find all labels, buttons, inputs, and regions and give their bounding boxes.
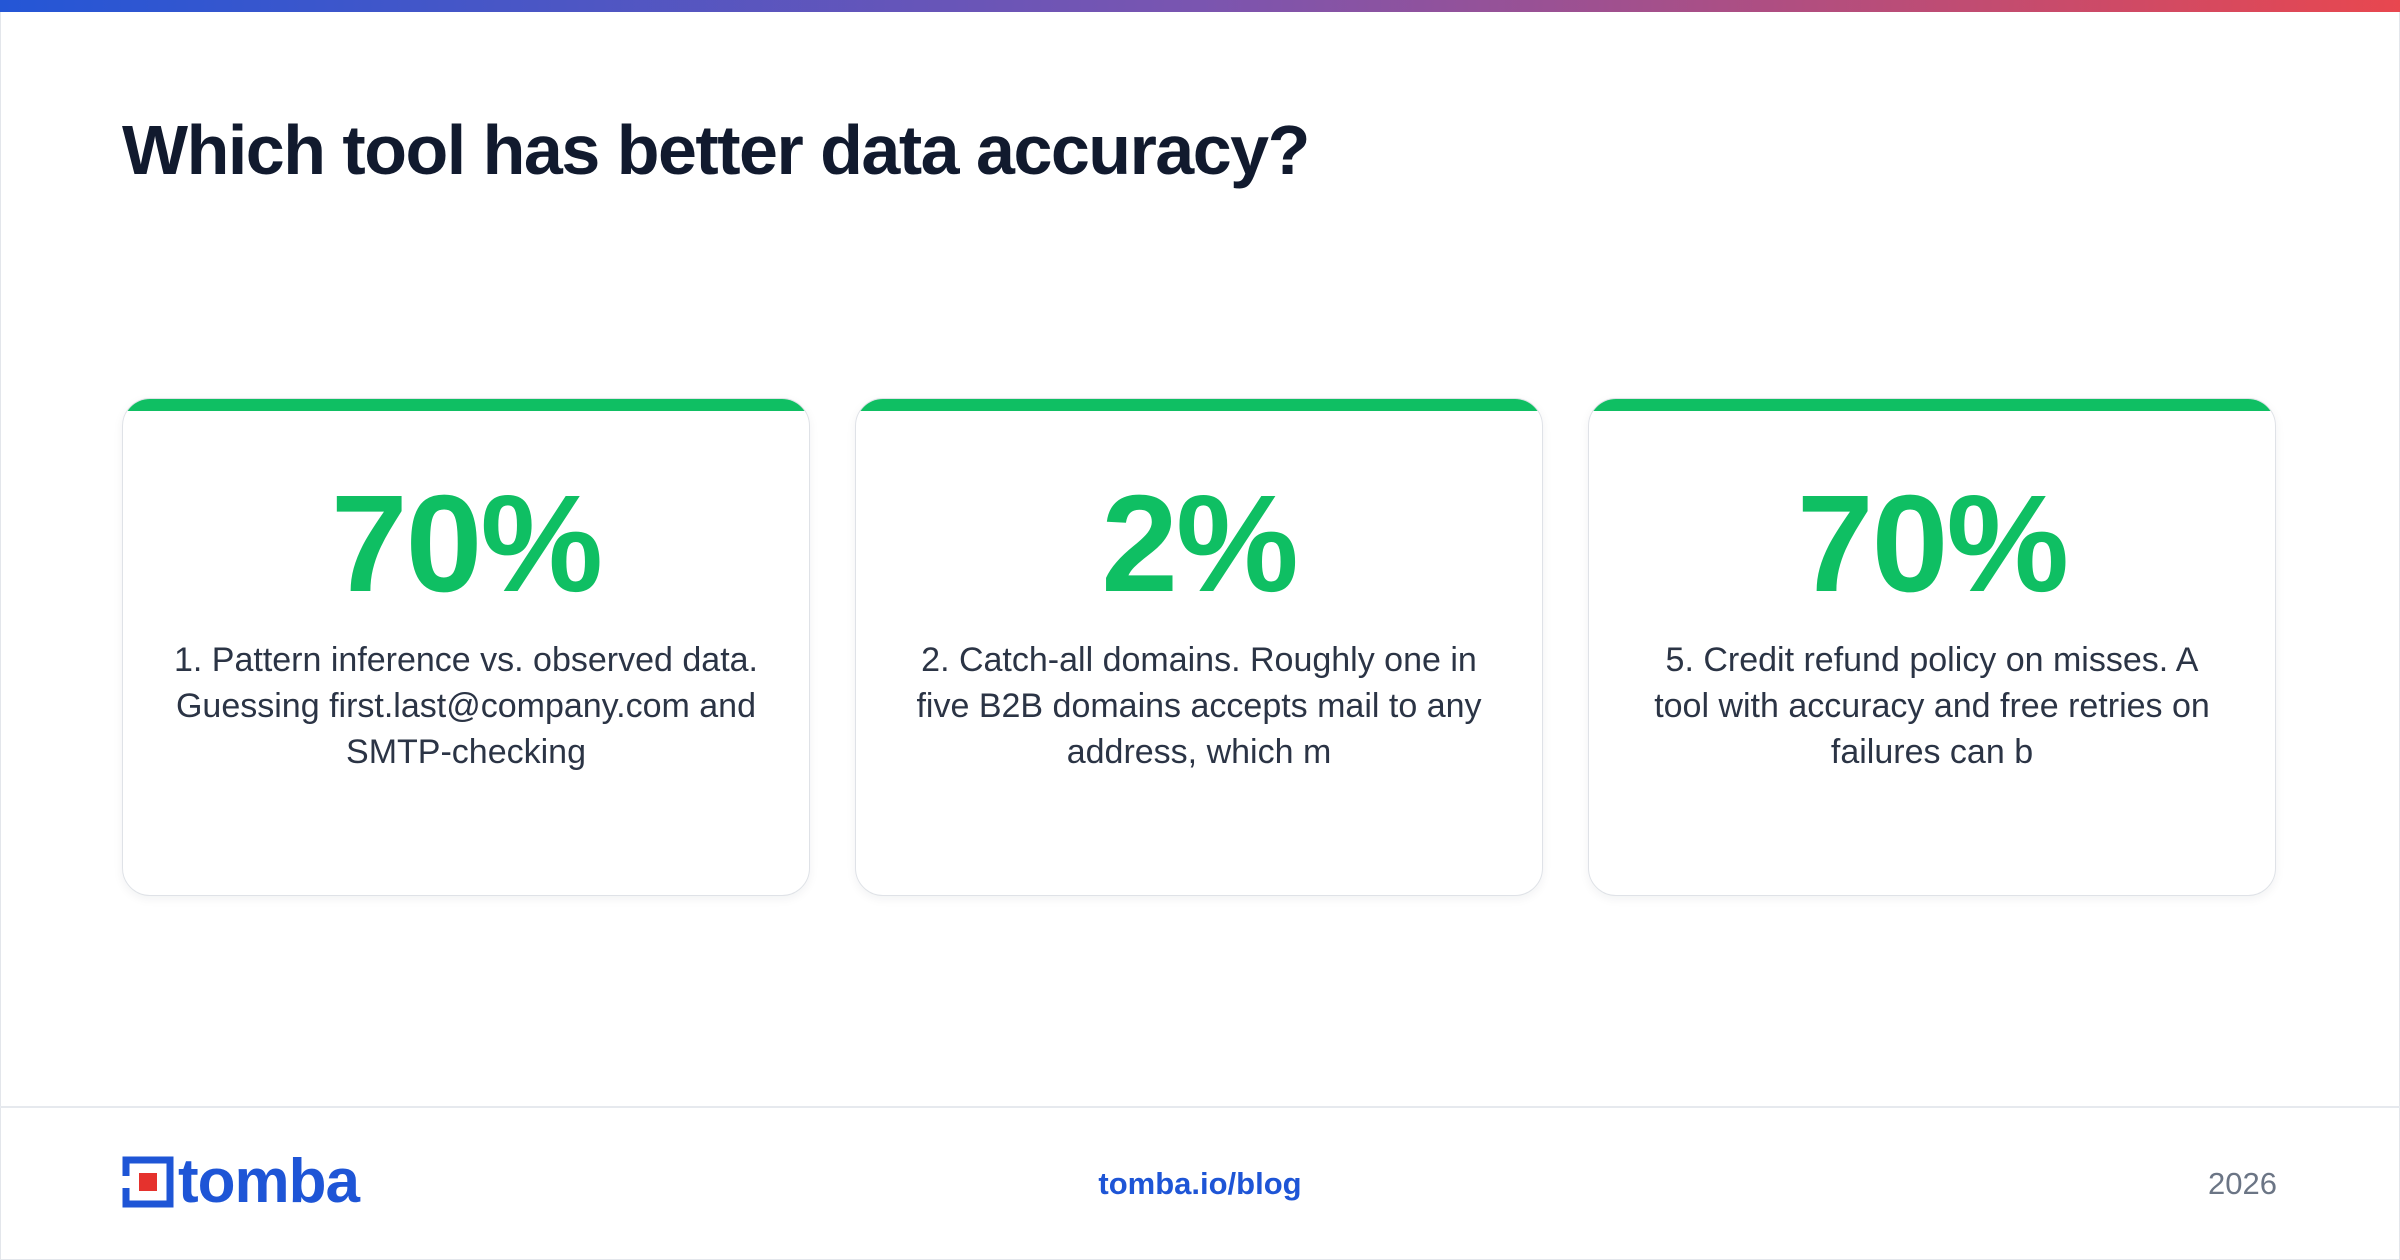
card-stat-value: 70%: [330, 467, 603, 621]
logo-wordmark: tomba: [178, 1147, 360, 1216]
card-accent-bar: [1589, 399, 2275, 411]
card-stat-value: 70%: [1796, 467, 2069, 621]
stat-card: 70% 1. Pattern inference vs. observed da…: [122, 398, 810, 896]
tomba-logo-icon: [122, 1156, 174, 1208]
blog-link[interactable]: tomba.io/blog: [1098, 1166, 1302, 1201]
page-title: Which tool has better data accuracy?: [122, 111, 1310, 189]
card-stat-value: 2%: [1101, 467, 1298, 621]
card-accent-bar: [856, 399, 1542, 411]
tomba-logo[interactable]: tomba: [122, 1147, 360, 1216]
card-accent-bar: [123, 399, 809, 411]
stat-card: 70% 5. Credit refund policy on misses. A…: [1588, 398, 2276, 896]
stat-cards: 70% 1. Pattern inference vs. observed da…: [122, 398, 2276, 898]
footer-divider: [0, 1106, 2400, 1108]
card-description: 5. Credit refund policy on misses. A too…: [1654, 641, 2210, 771]
footer-year: 2026: [2208, 1166, 2277, 1201]
top-gradient-bar: [0, 0, 2400, 12]
card-description: 2. Catch-all domains. Roughly one in fiv…: [916, 641, 1482, 771]
card-description: 1. Pattern inference vs. observed data. …: [173, 641, 758, 771]
stat-card: 2% 2. Catch-all domains. Roughly one in …: [855, 398, 1543, 896]
